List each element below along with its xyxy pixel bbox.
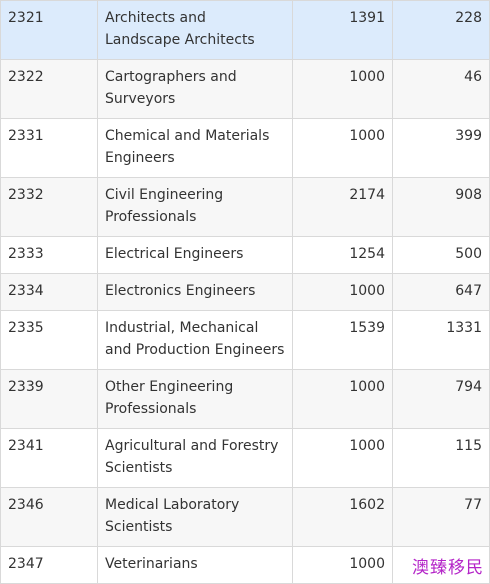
value-cell-3: 2174 — [292, 177, 393, 237]
value-cell-3: 1602 — [292, 487, 393, 547]
occupation-code-cell: 2321 — [0, 0, 98, 60]
occupation-code-cell: 2346 — [0, 487, 98, 547]
value-cell-4: 77 — [392, 487, 490, 547]
occupation-name-cell: Civil Engineering Professionals — [97, 177, 293, 237]
value-cell-3: 1539 — [292, 310, 393, 370]
table-row[interactable]: 2333 Electrical Engineers 1254 500 — [0, 236, 490, 274]
occupation-name-cell: Medical Laboratory Scientists — [97, 487, 293, 547]
table-row[interactable]: 2335 Industrial, Mechanical and Productio… — [0, 310, 490, 370]
occupation-code-cell: 2334 — [0, 273, 98, 311]
value-cell-4: 46 — [392, 59, 490, 119]
occupation-name-cell: Architects and Landscape Architects — [97, 0, 293, 60]
occupation-name-cell: Veterinarians — [97, 546, 293, 584]
occupation-code-cell: 2341 — [0, 428, 98, 488]
value-cell-4: 908 — [392, 177, 490, 237]
value-cell-3: 1000 — [292, 273, 393, 311]
occupation-code-cell: 2331 — [0, 118, 98, 178]
watermark-logo: 澳臻移民 — [412, 553, 484, 578]
table-row[interactable]: 2321 Architects and Landscape Architects 1… — [0, 0, 490, 60]
value-cell-4: 1331 — [392, 310, 490, 370]
occupation-name-cell: Electronics Engineers — [97, 273, 293, 311]
occupation-code-cell: 2332 — [0, 177, 98, 237]
value-cell-4: 228 — [392, 0, 490, 60]
occupation-code-cell: 2347 — [0, 546, 98, 584]
occupation-code-cell: 2335 — [0, 310, 98, 370]
occupation-name-cell: Other Engineering Professionals — [97, 369, 293, 429]
value-cell-3: 1000 — [292, 428, 393, 488]
value-cell-3: 1000 — [292, 118, 393, 178]
value-cell-3: 1000 — [292, 369, 393, 429]
value-cell-4: 500 — [392, 236, 490, 274]
table-row[interactable]: 2346 Medical Laboratory Scientists 1602 77 — [0, 487, 490, 547]
value-cell-4: 647 — [392, 273, 490, 311]
occupation-name-cell: Industrial, Mechanical and Production En… — [97, 310, 293, 370]
table-row[interactable]: 2331 Chemical and Materials Engineers 1000… — [0, 118, 490, 178]
table-row[interactable]: 2322 Cartographers and Surveyors 1000 46 — [0, 59, 490, 119]
value-cell-4: 399 — [392, 118, 490, 178]
occupation-code-cell: 2322 — [0, 59, 98, 119]
occupation-code-cell: 2333 — [0, 236, 98, 274]
table-row[interactable]: 2332 Civil Engineering Professionals 2174 9… — [0, 177, 490, 237]
occupation-code-cell: 2339 — [0, 369, 98, 429]
value-cell-3: 1254 — [292, 236, 393, 274]
value-cell-3: 1000 — [292, 59, 393, 119]
value-cell-4: 794 — [392, 369, 490, 429]
occupation-name-cell: Agricultural and Forestry Scientists — [97, 428, 293, 488]
table-row[interactable]: 2341 Agricultural and Forestry Scientists… — [0, 428, 490, 488]
occupation-name-cell: Chemical and Materials Engineers — [97, 118, 293, 178]
value-cell-3: 1000 — [292, 546, 393, 584]
table-row[interactable]: 2334 Electronics Engineers 1000 647 — [0, 273, 490, 311]
value-cell-3: 1391 — [292, 0, 393, 60]
table-row[interactable]: 2339 Other Engineering Professionals 1000 7… — [0, 369, 490, 429]
occupation-name-cell: Cartographers and Surveyors — [97, 59, 293, 119]
occupation-name-cell: Electrical Engineers — [97, 236, 293, 274]
value-cell-4: 115 — [392, 428, 490, 488]
